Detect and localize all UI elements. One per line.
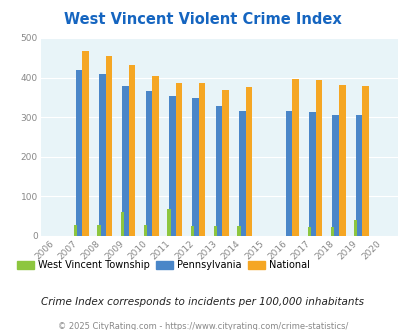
- Bar: [122, 86, 128, 236]
- Bar: [74, 225, 77, 236]
- Bar: [105, 56, 112, 236]
- Bar: [353, 220, 356, 236]
- Bar: [330, 227, 333, 236]
- Bar: [198, 83, 205, 236]
- Bar: [332, 115, 338, 236]
- Bar: [239, 111, 245, 236]
- Bar: [285, 111, 292, 236]
- Bar: [245, 87, 252, 236]
- Text: © 2025 CityRating.com - https://www.cityrating.com/crime-statistics/: © 2025 CityRating.com - https://www.city…: [58, 322, 347, 330]
- Text: West Vincent Violent Crime Index: West Vincent Violent Crime Index: [64, 12, 341, 26]
- Bar: [362, 86, 368, 236]
- Bar: [168, 96, 175, 236]
- Bar: [82, 51, 88, 236]
- Bar: [308, 113, 315, 236]
- Bar: [190, 226, 194, 236]
- Bar: [75, 70, 82, 236]
- Bar: [99, 74, 105, 236]
- Text: Crime Index corresponds to incidents per 100,000 inhabitants: Crime Index corresponds to incidents per…: [41, 297, 364, 307]
- Bar: [315, 80, 322, 236]
- Bar: [192, 98, 198, 236]
- Bar: [145, 91, 152, 236]
- Bar: [144, 225, 147, 236]
- Bar: [128, 65, 135, 236]
- Bar: [215, 106, 222, 236]
- Bar: [222, 90, 228, 236]
- Bar: [152, 76, 158, 236]
- Bar: [338, 85, 345, 236]
- Bar: [213, 226, 217, 236]
- Bar: [175, 83, 182, 236]
- Bar: [167, 210, 170, 236]
- Bar: [307, 227, 310, 236]
- Bar: [292, 79, 298, 236]
- Bar: [355, 115, 362, 236]
- Bar: [120, 212, 124, 236]
- Bar: [237, 226, 240, 236]
- Legend: West Vincent Township, Pennsylvania, National: West Vincent Township, Pennsylvania, Nat…: [13, 256, 313, 274]
- Bar: [97, 225, 100, 236]
